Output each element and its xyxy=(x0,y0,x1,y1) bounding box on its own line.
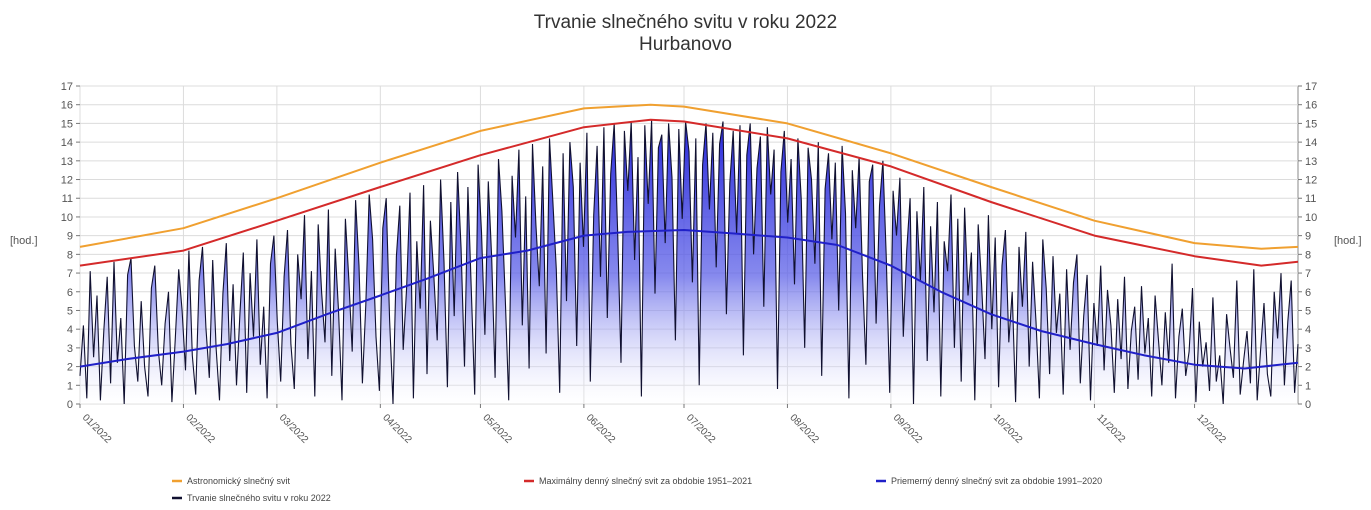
y-tick-label-right: 14 xyxy=(1305,137,1317,149)
series-line-actual xyxy=(79,119,1299,405)
y-tick-label-right: 3 xyxy=(1305,343,1311,355)
y-tick-label-right: 7 xyxy=(1305,268,1311,280)
y-tick-label-left: 2 xyxy=(67,362,73,374)
legend-label-actual[interactable]: Trvanie slnečného svitu v roku 2022 xyxy=(187,493,331,503)
y-tick-label-right: 4 xyxy=(1305,324,1311,336)
x-tick-label: 07/2022 xyxy=(684,412,718,446)
y-tick-label-right: 6 xyxy=(1305,287,1311,299)
series-line-avg xyxy=(79,229,1299,370)
y-tick-label-left: 8 xyxy=(67,249,73,261)
y-tick-label-right: 5 xyxy=(1305,305,1311,317)
legend-label-max[interactable]: Maximálny denný slnečný svit za obdobie … xyxy=(539,476,752,486)
actual-area-fill xyxy=(80,119,1298,404)
series-line-max xyxy=(79,118,1299,267)
y-tick-label-right: 15 xyxy=(1305,118,1317,130)
y-tick-label-left: 7 xyxy=(67,268,73,280)
x-tick-label: 09/2022 xyxy=(891,412,925,446)
y-tick-label-right: 0 xyxy=(1305,399,1311,411)
y-tick-label-right: 2 xyxy=(1305,362,1311,374)
y-tick-label-left: 6 xyxy=(67,287,73,299)
y-tick-label-left: 14 xyxy=(61,137,73,149)
chart-subtitle: Hurbanovo xyxy=(639,34,732,55)
y-tick-label-right: 8 xyxy=(1305,249,1311,261)
legend-label-astro[interactable]: Astronomický slnečný svit xyxy=(187,476,291,486)
x-tick-label: 12/2022 xyxy=(1194,412,1228,446)
x-tick-label: 01/2022 xyxy=(80,412,114,446)
y-tick-label-right: 9 xyxy=(1305,231,1311,243)
y-tick-label-left: 0 xyxy=(67,399,73,411)
x-tick-label: 06/2022 xyxy=(584,412,618,446)
y-tick-label-right: 10 xyxy=(1305,212,1317,224)
y-tick-label-left: 11 xyxy=(62,193,73,205)
y-tick-label-right: 1 xyxy=(1305,380,1311,392)
x-tick-label: 10/2022 xyxy=(991,412,1025,446)
y-tick-label-left: 10 xyxy=(61,212,73,224)
x-tick-label: 04/2022 xyxy=(380,412,414,446)
y-tick-label-left: 15 xyxy=(61,118,73,130)
y-tick-label-right: 11 xyxy=(1305,193,1316,205)
y-tick-label-left: 5 xyxy=(67,305,73,317)
y-tick-label-left: 13 xyxy=(61,156,73,168)
y-tick-label-left: 17 xyxy=(61,81,73,93)
y-tick-label-left: 1 xyxy=(67,380,73,392)
x-tick-label: 11/2022 xyxy=(1094,412,1127,445)
x-tick-label: 08/2022 xyxy=(787,412,821,446)
y-tick-label-right: 13 xyxy=(1305,156,1317,168)
y-tick-label-right: 17 xyxy=(1305,81,1317,93)
y-tick-label-right: 16 xyxy=(1305,100,1317,112)
y-tick-label-left: 3 xyxy=(67,343,73,355)
y-tick-label-left: 12 xyxy=(61,175,73,187)
chart-title: Trvanie slnečného svitu v roku 2022 xyxy=(533,12,838,33)
y-tick-label-left: 9 xyxy=(67,231,73,243)
legend[interactable]: Astronomický slnečný svit Maximálny denný… xyxy=(172,476,1102,503)
y-axis-label-right: [hod.] xyxy=(1334,235,1362,247)
legend-label-avg[interactable]: Priemerný denný slnečný svit za obdobie … xyxy=(891,476,1102,486)
y-axis-label-left: [hod.] xyxy=(10,235,38,247)
actual-sunshine-area xyxy=(80,119,1298,404)
x-tick-label: 05/2022 xyxy=(480,412,514,446)
y-tick-label-right: 12 xyxy=(1305,175,1317,187)
y-tick-label-left: 16 xyxy=(61,100,73,112)
x-tick-label: 02/2022 xyxy=(183,412,217,446)
y-tick-label-left: 4 xyxy=(67,324,73,336)
series-lines xyxy=(79,103,1299,405)
x-tick-label: 03/2022 xyxy=(277,412,311,446)
series-line-astro xyxy=(79,103,1299,250)
